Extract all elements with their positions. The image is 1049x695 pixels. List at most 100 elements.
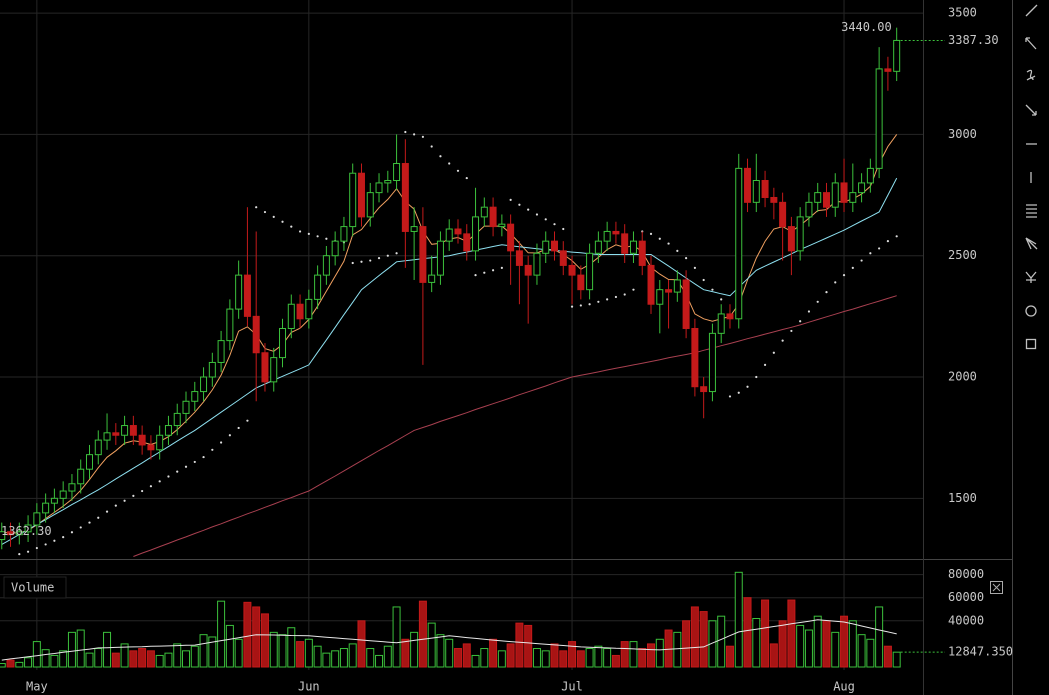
sar-dot xyxy=(211,448,214,451)
candle-body xyxy=(673,279,681,293)
candle-body xyxy=(533,252,541,276)
y-tick-label: 60000 xyxy=(948,590,984,604)
sar-dot xyxy=(737,391,740,394)
sar-dot xyxy=(351,261,354,265)
sar-dot xyxy=(246,419,249,422)
sar-dot xyxy=(263,210,267,214)
close-panel-button[interactable] xyxy=(990,581,1003,594)
tool-fib[interactable] xyxy=(1026,204,1037,218)
sar-dot xyxy=(790,329,793,333)
candle-body xyxy=(50,497,58,504)
volume-bar xyxy=(734,571,743,668)
volume-bar xyxy=(655,638,664,668)
tool-line[interactable] xyxy=(1025,4,1038,17)
volume-bar xyxy=(804,629,813,668)
volume-bar xyxy=(269,631,278,668)
sar-dot xyxy=(825,291,828,294)
sar-dot xyxy=(720,298,723,301)
sar-dot xyxy=(483,271,486,274)
candle-body xyxy=(270,357,278,383)
candle-body xyxy=(814,192,822,203)
sar-dot xyxy=(649,232,653,235)
candle-body xyxy=(384,180,392,184)
tool-arrow-down[interactable] xyxy=(1025,104,1037,116)
volume-title: Volume xyxy=(11,581,54,595)
sar-dot xyxy=(807,310,811,313)
volume-bar xyxy=(278,634,287,668)
y-tick-label: 3500 xyxy=(948,6,977,20)
sar-dot xyxy=(35,546,38,550)
sar-dot xyxy=(158,480,161,483)
last-price-label: 3387.30 xyxy=(948,33,999,47)
x-tick-label: Aug xyxy=(833,680,855,694)
sar-dot xyxy=(377,257,381,260)
candle-body xyxy=(121,425,129,436)
sar-dot xyxy=(237,426,240,430)
volume-bar xyxy=(787,599,796,668)
volume-bar xyxy=(848,620,857,668)
tool-arrow[interactable] xyxy=(1025,37,1037,50)
sar-dot xyxy=(167,475,170,478)
tool-rect[interactable] xyxy=(1025,338,1037,350)
sar-dot xyxy=(632,288,635,291)
candle-body xyxy=(129,425,137,436)
candle-body xyxy=(138,434,146,446)
volume-bar xyxy=(173,643,182,668)
candle-body xyxy=(375,182,383,194)
volume-bar xyxy=(50,654,59,668)
volume-bar xyxy=(875,606,884,668)
volume-bar xyxy=(857,634,866,668)
last-volume-label: 12847.350 xyxy=(948,645,1013,659)
y-tick-label: 80000 xyxy=(948,567,984,581)
volume-bar xyxy=(243,601,252,668)
volume-bar xyxy=(453,648,462,668)
candle-body xyxy=(831,182,839,208)
sar-dot xyxy=(860,259,863,262)
tool-circle[interactable] xyxy=(1025,305,1037,317)
volume-bar xyxy=(594,645,603,668)
sar-dot xyxy=(141,489,144,493)
sar-dot xyxy=(448,162,451,165)
volume-bar xyxy=(41,649,50,668)
sar-dot xyxy=(18,553,21,556)
volume-bar xyxy=(418,600,427,668)
candle-body xyxy=(296,303,304,320)
volume-bar xyxy=(287,627,296,668)
tool-pitchfork[interactable] xyxy=(1025,271,1037,283)
volume-bar xyxy=(647,643,656,668)
sar-dot xyxy=(132,494,135,497)
first-price-label: 1362.30 xyxy=(1,524,52,538)
volume-bar xyxy=(664,629,673,668)
sar-dot xyxy=(386,254,389,257)
sar-dot xyxy=(570,305,574,308)
candle-body xyxy=(858,182,866,194)
candle-body xyxy=(428,274,436,283)
volume-bar xyxy=(155,654,164,668)
candle-body xyxy=(796,216,804,252)
sar-dot xyxy=(474,274,477,277)
volume-bar xyxy=(796,624,805,668)
tool-fan[interactable] xyxy=(1025,237,1038,250)
volume-bar xyxy=(866,638,875,668)
sar-dot xyxy=(44,543,47,546)
volume-bar xyxy=(515,622,524,668)
volume-bar xyxy=(752,618,761,668)
tool-curve[interactable] xyxy=(1026,69,1036,81)
volume-bar xyxy=(392,606,401,668)
candle-body xyxy=(322,255,330,276)
volume-bar xyxy=(375,654,384,668)
candle-body xyxy=(279,327,287,359)
candle-body xyxy=(410,226,418,232)
sar-dot xyxy=(518,203,521,206)
sar-dot xyxy=(193,460,196,464)
sar-dot xyxy=(658,237,661,240)
volume-bar xyxy=(559,650,568,668)
volume-bar xyxy=(24,657,33,668)
candle-body xyxy=(15,531,23,536)
candle-body xyxy=(577,274,585,291)
sar-dot xyxy=(176,470,179,473)
candle-body xyxy=(340,226,348,242)
volume-bar xyxy=(708,620,717,668)
candle-body xyxy=(682,279,690,329)
volume-bar xyxy=(304,638,313,668)
